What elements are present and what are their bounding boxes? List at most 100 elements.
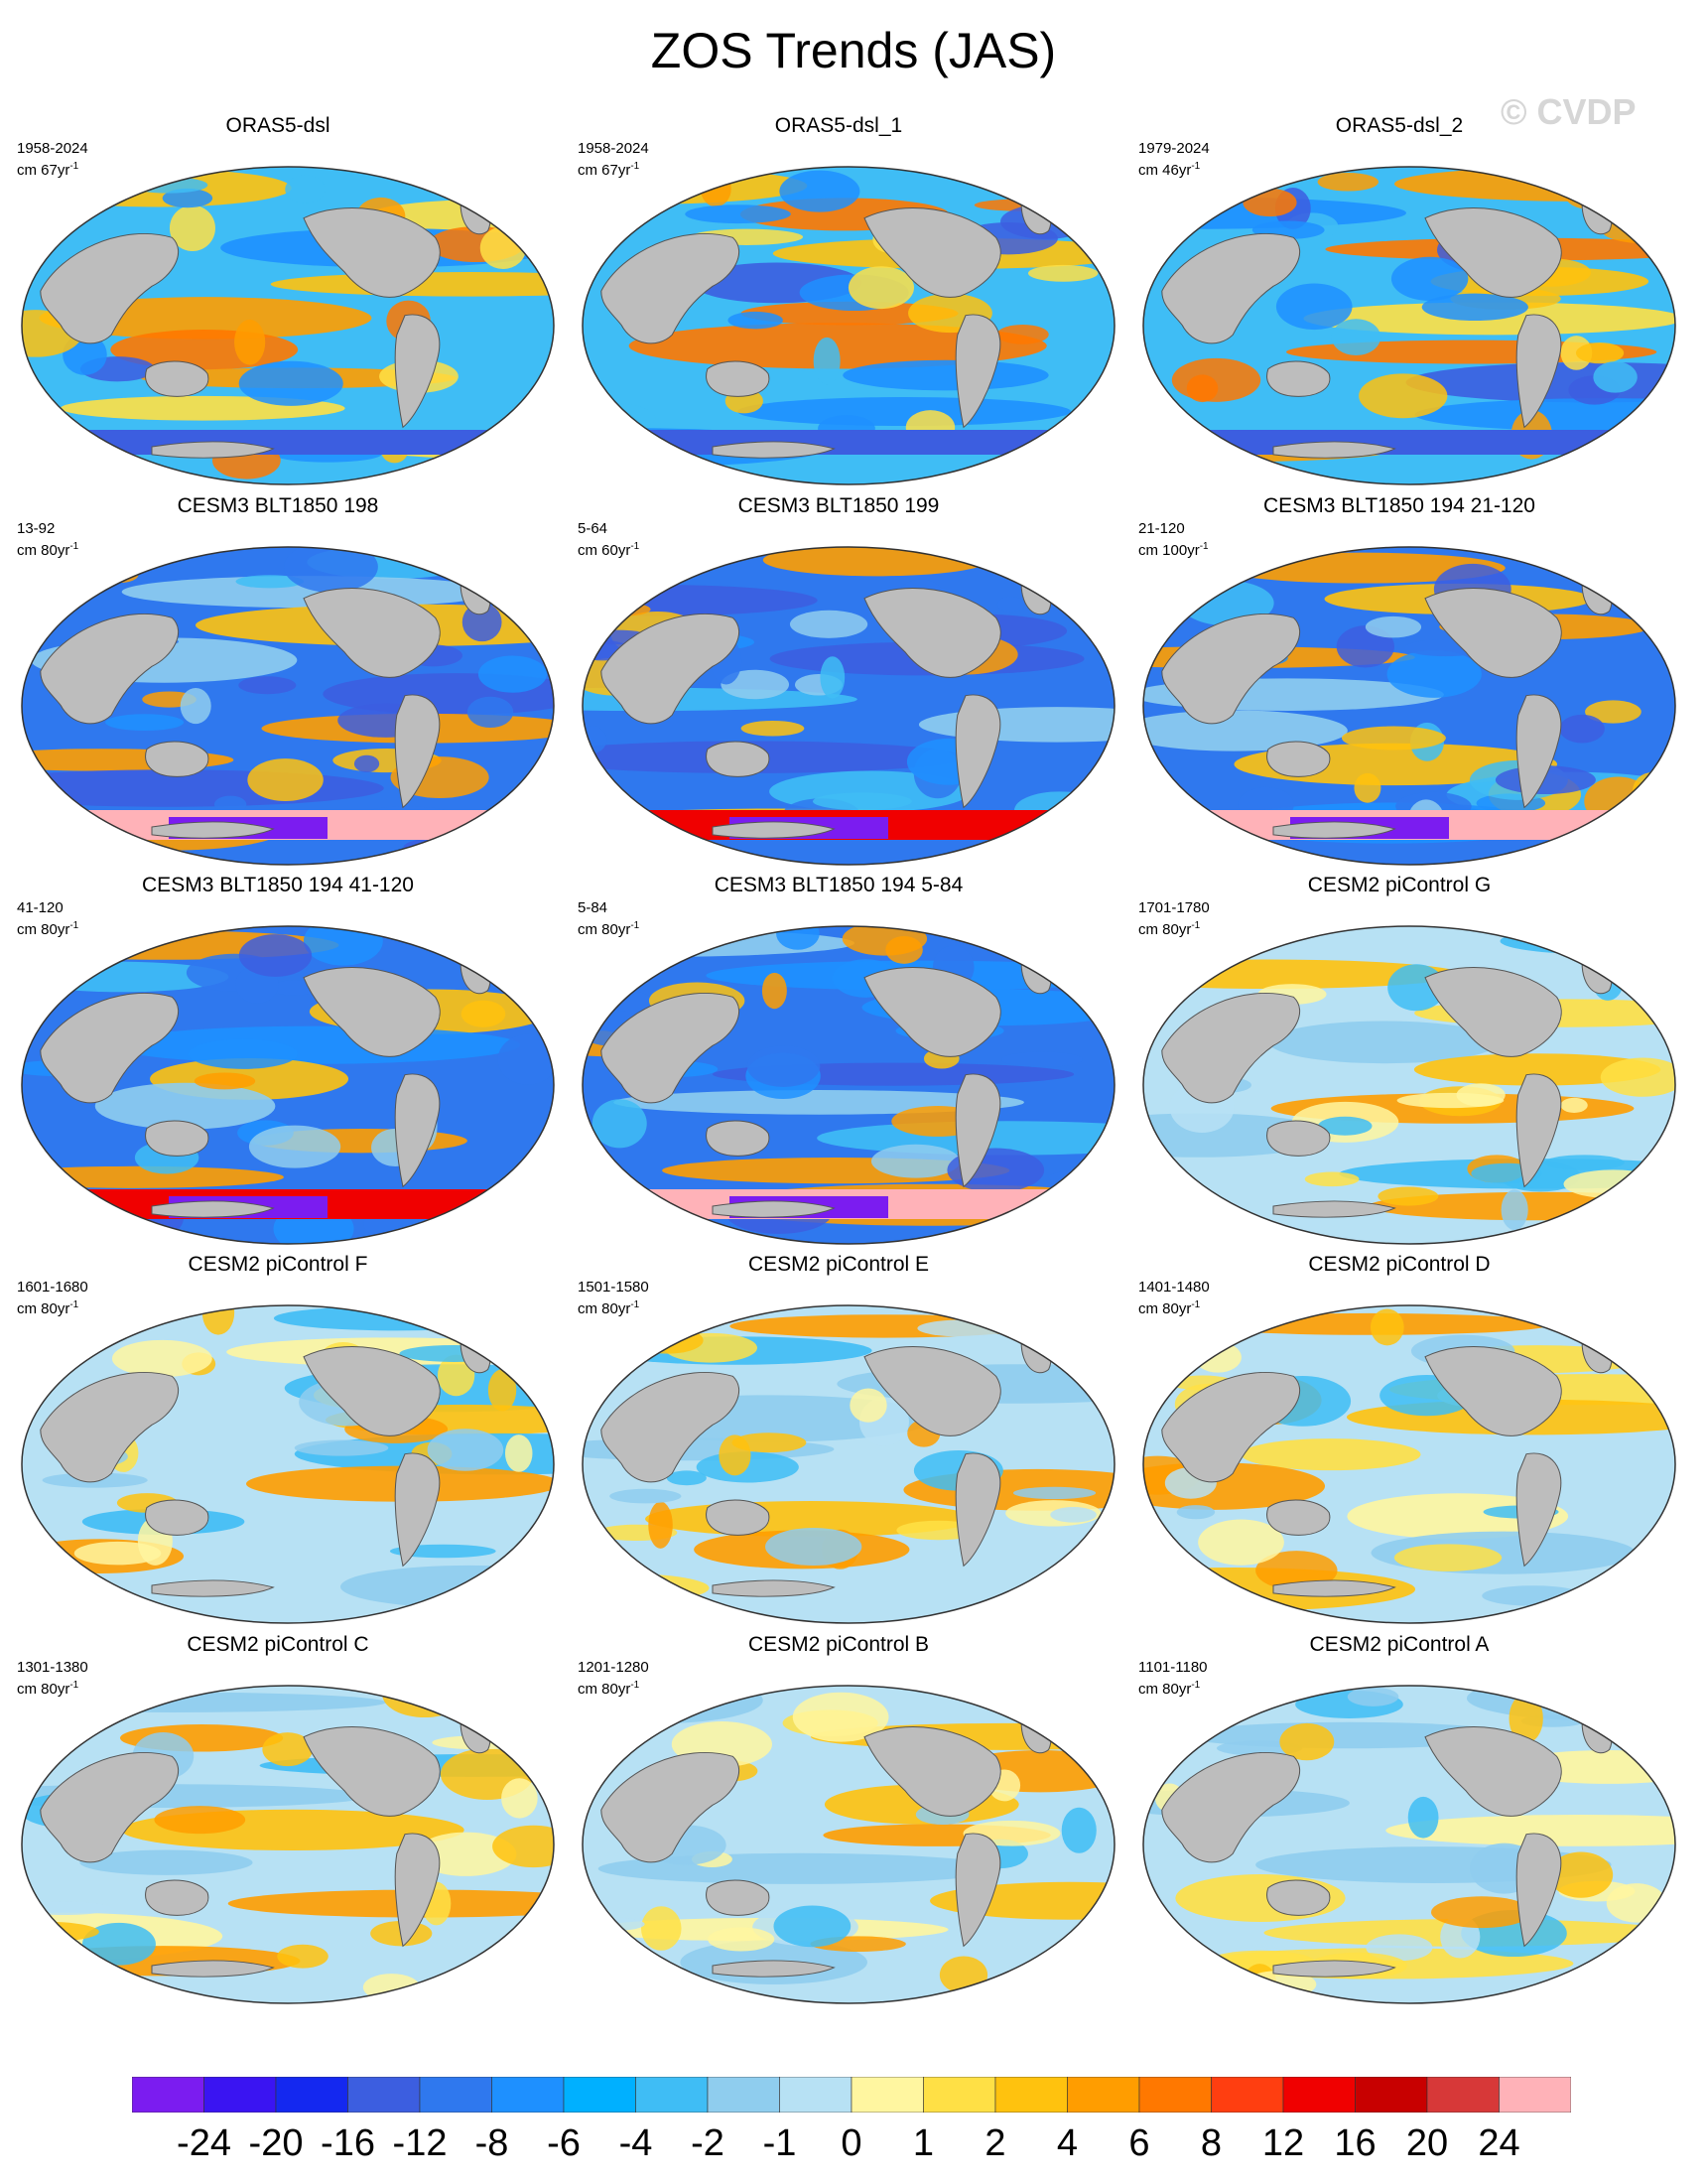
map-panel: CESM3 BLT1850 194 41-120 41-120 cm 80yr-1 — [0, 874, 556, 1246]
panel-years: 41-120 — [17, 899, 64, 916]
panel-title: CESM3 BLT1850 198 — [177, 494, 379, 517]
colorbar-tick-label: 2 — [985, 2122, 1006, 2164]
colorbar-tick-label: -24 — [177, 2122, 231, 2164]
panel-title: ORAS5-dsl_2 — [1335, 114, 1464, 137]
colorbar-swatch — [994, 2077, 1068, 2113]
colorbar-tick-label: -2 — [691, 2122, 724, 2164]
map-panel: CESM2 piControl D 1401-1480 cm 80yr-1 — [1121, 1253, 1677, 1625]
trend-map — [582, 925, 1116, 1245]
map-panel: CESM2 piControl F 1601-1680 cm 80yr-1 — [0, 1253, 556, 1625]
panel-years: 1401-1480 — [1138, 1279, 1210, 1296]
colorbar-swatch — [635, 2077, 709, 2113]
colorbar-swatch — [347, 2077, 421, 2113]
panel-units: cm 80yr-1 — [17, 1299, 79, 1317]
colorbar — [132, 2077, 1571, 2113]
panel-years: 1201-1280 — [578, 1659, 649, 1676]
map-panel: ORAS5-dsl_2 1979-2024 cm 46yr-1 — [1121, 114, 1677, 486]
trend-map — [1142, 925, 1676, 1245]
map-panel: CESM2 piControl G 1701-1780 cm 80yr-1 — [1121, 874, 1677, 1246]
panel-years: 21-120 — [1138, 520, 1185, 537]
colorbar-tick-label: -20 — [248, 2122, 304, 2164]
colorbar-swatch — [923, 2077, 996, 2113]
trend-map — [21, 166, 555, 485]
map-panel: CESM3 BLT1850 199 5-64 cm 60yr-1 — [561, 494, 1116, 867]
panel-title: ORAS5-dsl — [225, 114, 330, 137]
panel-units: cm 80yr-1 — [17, 920, 79, 938]
colorbar-swatch — [1138, 2077, 1212, 2113]
trend-map — [582, 546, 1116, 866]
colorbar-tick-labels: -24 -20 -16 -12 -8 -6 -4 -2 -1 0 1 2 4 6 8 12 16 20 24 — [132, 2122, 1571, 2166]
panel-title: CESM2 piControl D — [1308, 1253, 1491, 1276]
colorbar-swatch — [1499, 2077, 1571, 2113]
panel-title: CESM3 BLT1850 199 — [737, 494, 940, 517]
colorbar-tick-label: 4 — [1056, 2122, 1079, 2164]
colorbar-swatch — [851, 2077, 924, 2113]
panel-title: CESM2 piControl C — [187, 1633, 369, 1656]
figure-title: ZOS Trends (JAS) — [650, 23, 1057, 78]
map-panel: CESM3 BLT1850 194 21-120 21-120 cm 100yr-1 — [1121, 494, 1677, 867]
colorbar-swatch — [203, 2077, 277, 2113]
panel-title: CESM2 piControl B — [747, 1633, 930, 1656]
colorbar-tick-label: -4 — [618, 2122, 653, 2164]
trend-map — [1142, 1685, 1676, 2004]
cvdp-watermark: © CVDP — [1501, 91, 1637, 132]
panel-title: CESM2 piControl F — [188, 1253, 368, 1276]
colorbar-swatch — [1426, 2077, 1500, 2113]
panel-years: 5-84 — [578, 899, 608, 916]
panel-units: cm 80yr-1 — [1138, 920, 1201, 938]
panel-units: cm 46yr-1 — [1138, 161, 1201, 179]
colorbar-swatch — [779, 2077, 853, 2113]
colorbar-swatches — [132, 2077, 1571, 2113]
panel-years: 1501-1580 — [578, 1279, 649, 1296]
trend-map — [21, 925, 555, 1245]
panel-units: cm 80yr-1 — [578, 920, 640, 938]
colorbar-swatch — [1211, 2077, 1284, 2113]
panel-years: 1979-2024 — [1138, 140, 1210, 157]
colorbar-tick-label: 8 — [1200, 2122, 1223, 2164]
panel-units: cm 80yr-1 — [578, 1680, 640, 1698]
panel-years: 1101-1180 — [1138, 1659, 1208, 1676]
colorbar-swatch — [1067, 2077, 1140, 2113]
panel-title: CESM3 BLT1850 194 21-120 — [1263, 494, 1535, 517]
map-panel: ORAS5-dsl 1958-2024 cm 67yr-1 — [0, 114, 556, 486]
panel-years: 1601-1680 — [17, 1279, 88, 1296]
map-panel: CESM2 piControl C 1301-1380 cm 80yr-1 — [0, 1633, 556, 2005]
panel-title: CESM2 piControl G — [1307, 874, 1492, 896]
colorbar-tick-label: -16 — [321, 2122, 375, 2164]
panel-units: cm 80yr-1 — [578, 1299, 640, 1317]
panel-units: cm 60yr-1 — [578, 541, 640, 559]
map-panel: CESM2 piControl E 1501-1580 cm 80yr-1 — [561, 1253, 1116, 1625]
panel-title: CESM2 piControl E — [747, 1253, 930, 1276]
map-panel: CESM3 BLT1850 194 5-84 5-84 cm 80yr-1 — [561, 874, 1116, 1246]
colorbar-swatch — [1355, 2077, 1428, 2113]
colorbar-tick-label: 16 — [1334, 2122, 1377, 2164]
map-panel: ORAS5-dsl_1 1958-2024 cm 67yr-1 — [561, 114, 1116, 486]
trend-map — [21, 1304, 555, 1624]
panel-units: cm 80yr-1 — [17, 541, 79, 559]
panel-units: cm 80yr-1 — [1138, 1299, 1201, 1317]
panel-years: 1958-2024 — [17, 140, 88, 157]
panel-units: cm 100yr-1 — [1138, 541, 1209, 559]
colorbar-swatch — [275, 2077, 348, 2113]
trend-map — [582, 1304, 1116, 1624]
colorbar-swatch — [1282, 2077, 1356, 2113]
map-panel: CESM3 BLT1850 198 13-92 cm 80yr-1 — [0, 494, 556, 867]
panel-title: CESM2 piControl A — [1309, 1633, 1490, 1656]
panel-units: cm 67yr-1 — [578, 161, 640, 179]
panel-years: 5-64 — [578, 520, 608, 537]
trend-map — [1142, 166, 1676, 485]
panel-years: 13-92 — [17, 520, 56, 537]
colorbar-tick-label: 0 — [841, 2122, 862, 2164]
panel-units: cm 80yr-1 — [1138, 1680, 1201, 1698]
trend-map — [21, 1685, 555, 2004]
colorbar-tick-label: 12 — [1261, 2122, 1305, 2164]
panel-title: CESM3 BLT1850 194 5-84 — [714, 874, 964, 896]
colorbar-swatch — [132, 2077, 204, 2113]
map-panel: CESM2 piControl A 1101-1180 cm 80yr-1 — [1121, 1633, 1677, 2005]
colorbar-tick-label: 24 — [1478, 2122, 1520, 2164]
map-panel: CESM2 piControl B 1201-1280 cm 80yr-1 — [561, 1633, 1116, 2005]
colorbar-swatch — [491, 2077, 565, 2113]
trend-map — [1142, 1304, 1676, 1624]
colorbar-tick-label: -8 — [474, 2122, 509, 2164]
panel-years: 1958-2024 — [578, 140, 649, 157]
